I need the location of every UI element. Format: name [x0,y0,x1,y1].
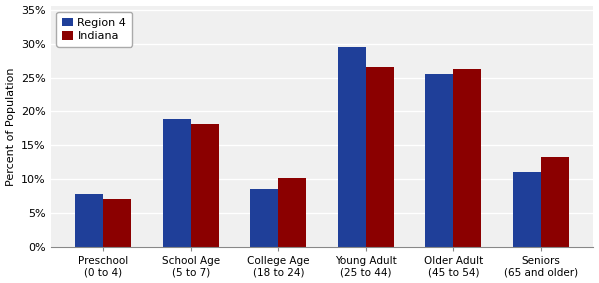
Bar [453,69,481,247]
Bar [513,172,541,247]
Bar [338,47,366,247]
Bar [191,124,219,247]
Bar [541,157,569,247]
Bar [104,200,131,247]
Bar [279,178,306,247]
Legend: Region 4, Indiana: Region 4, Indiana [56,12,132,47]
Bar [75,194,104,247]
Y-axis label: Percent of Population: Percent of Population [5,67,16,186]
Bar [425,74,453,247]
Bar [163,119,191,247]
Bar [366,67,394,247]
Bar [250,188,279,247]
